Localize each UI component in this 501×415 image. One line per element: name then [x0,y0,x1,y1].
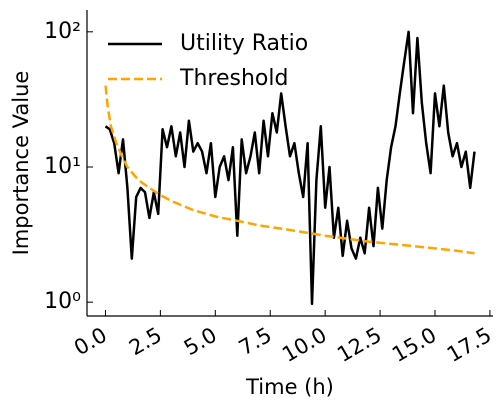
data-line [104,85,475,255]
y-tick-label: 10² [44,19,81,44]
y-tick-label: 10⁰ [44,289,81,314]
legend-label: Utility Ratio [180,31,308,56]
x-tick-label: 10.0 [278,323,331,367]
legend-label: Threshold [179,66,288,91]
y-tick-label: 10¹ [44,154,81,179]
x-axis-label: Time (h) [245,375,334,399]
x-tick-label: 15.0 [388,323,441,367]
data-line [104,30,476,306]
x-tick-label: 17.5 [443,323,496,367]
x-tick-label: 7.5 [235,323,276,360]
x-tick-label: 0.0 [70,323,111,360]
y-axis-label: Importance Value [9,71,33,256]
x-tick-label: 5.0 [180,323,221,360]
x-tick-label: 2.5 [125,323,166,360]
x-tick-label: 12.5 [333,323,386,367]
